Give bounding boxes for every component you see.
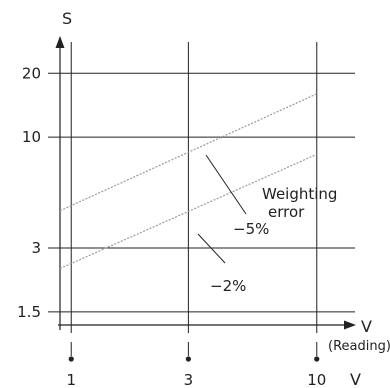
- x-scale-dot: [314, 356, 320, 362]
- y-tick-label: 10: [22, 128, 41, 146]
- x-tick-label: 10: [307, 371, 326, 388]
- bottom-axis-label: V: [350, 370, 361, 388]
- leader-line-5: [205, 154, 247, 215]
- x-axis-sublabel: (Reading): [328, 339, 390, 354]
- series-label-2: −2%: [210, 277, 246, 295]
- x-tick-label: 1: [66, 371, 76, 388]
- x-axis-arrow: [344, 320, 356, 330]
- x-scale-dot: [68, 356, 74, 362]
- x-axis-label: V: [361, 317, 372, 336]
- weighting-error-line1: Weighting: [262, 185, 337, 203]
- leader-line-2: [197, 233, 226, 264]
- x-scale-dot: [185, 356, 191, 362]
- grid: [48, 42, 355, 333]
- y-axis-arrow: [55, 36, 65, 48]
- y-tick-label: 20: [22, 64, 41, 82]
- series-label-5: −5%: [233, 220, 269, 238]
- series: [59, 93, 318, 270]
- series-line: [59, 153, 318, 270]
- tick-labels: 1.5 3 10 20 1 3 10: [17, 64, 326, 388]
- x-tick-label: 3: [184, 371, 194, 388]
- y-axis-label: S: [62, 9, 72, 28]
- y-tick-label: 1.5: [17, 303, 41, 321]
- series-line: [59, 93, 318, 212]
- y-tick-label: 3: [31, 239, 41, 257]
- bottom-scale: [68, 342, 320, 362]
- axes: [55, 36, 356, 330]
- weighting-error-line2: error: [268, 203, 305, 221]
